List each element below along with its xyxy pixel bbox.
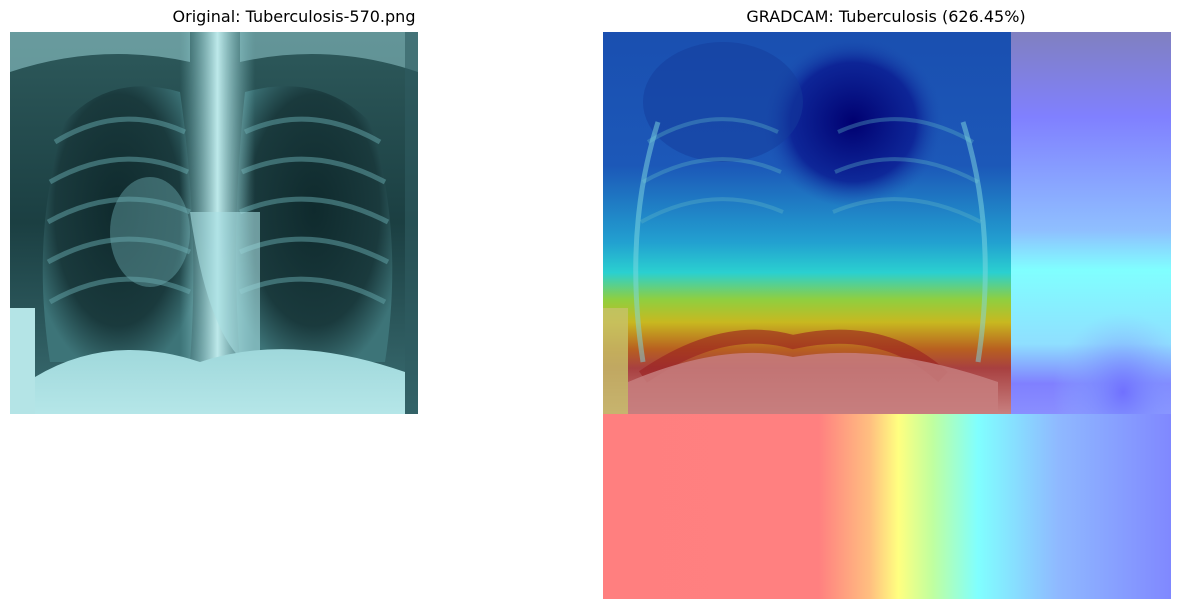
gradcam-title: GRADCAM: Tuberculosis (626.45%) (746, 7, 1026, 26)
original-title: Original: Tuberculosis-570.png (172, 7, 416, 26)
gradcam-heatmap-image (603, 32, 1171, 599)
original-xray-image (10, 32, 418, 414)
